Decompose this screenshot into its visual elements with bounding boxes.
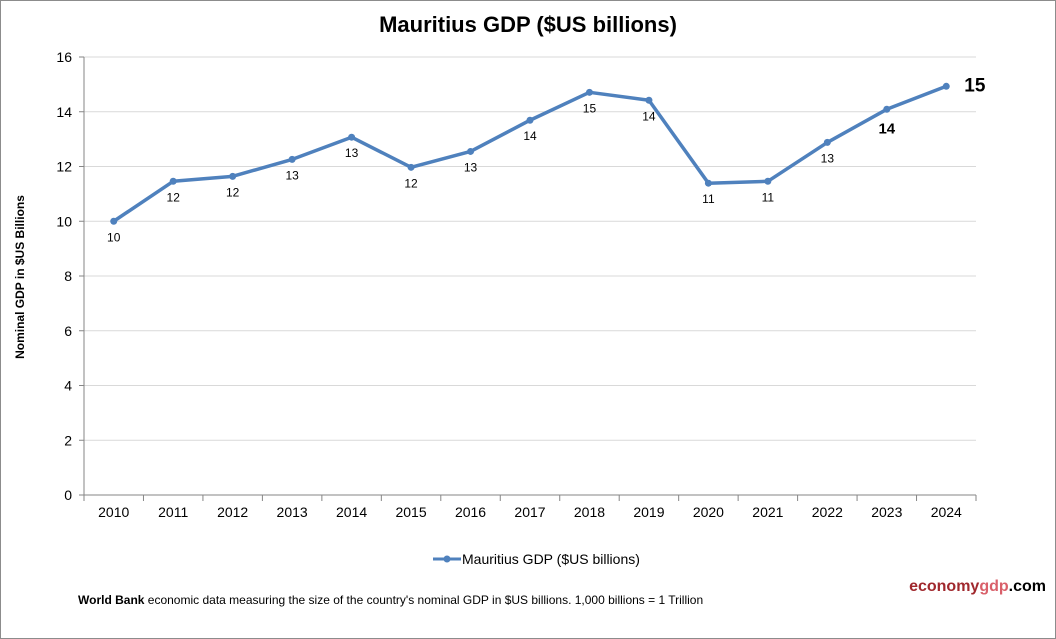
data-point [764,177,772,185]
data-point [348,133,356,141]
x-tick-label: 2024 [931,504,962,520]
x-tick-label: 2017 [514,504,545,520]
data-point [645,96,653,104]
x-tick-label: 2013 [277,504,308,520]
brand-part-1: economy [909,578,980,595]
x-tick-label: 2012 [217,504,248,520]
x-tick-label: 2015 [395,504,426,520]
data-label: 15 [964,75,986,96]
data-label: 11 [762,190,775,204]
data-point [169,177,177,185]
data-label: 14 [523,129,537,143]
y-tick-label: 10 [56,213,72,229]
data-label: 12 [167,190,181,204]
x-tick-label: 2023 [871,504,902,520]
y-tick-label: 0 [64,487,72,503]
data-label: 13 [345,146,359,160]
y-tick-label: 2 [64,432,72,448]
data-label: 15 [583,101,597,115]
data-point [883,105,891,113]
data-point [942,82,950,90]
data-label: 13 [285,168,299,182]
x-tick-label: 2011 [158,504,188,520]
legend-marker-icon [433,555,461,563]
x-tick-label: 2018 [574,504,605,520]
data-point [467,147,475,155]
y-tick-label: 14 [56,104,72,120]
data-point [288,155,296,163]
brand-part-3: .com [1008,578,1046,595]
data-point [585,88,593,96]
y-tick-label: 12 [56,159,72,175]
footer-note: World Bank economic data measuring the s… [78,593,703,607]
x-tick-label: 2021 [752,504,783,520]
x-tick-label: 2016 [455,504,486,520]
data-label: 11 [702,192,715,206]
footer-source: World Bank [78,593,145,607]
data-label: 13 [821,151,835,165]
x-tick-label: 2010 [98,504,129,520]
data-label: 12 [226,185,240,199]
y-tick-label: 8 [64,268,72,284]
y-tick-label: 4 [64,378,72,394]
x-tick-label: 2022 [812,504,843,520]
data-label: 12 [404,176,418,190]
legend: Mauritius GDP ($US billions) [432,551,640,567]
y-tick-label: 6 [64,323,72,339]
data-point [229,172,237,180]
data-point [526,116,534,124]
data-label: 14 [642,109,656,123]
chart-title: Mauritius GDP ($US billions) [379,12,677,37]
data-point [407,163,415,171]
data-point [110,217,118,225]
brand-part-2: gdp [979,578,1009,595]
y-tick-label: 16 [56,49,72,65]
x-tick-label: 2020 [693,504,724,520]
legend-label: Mauritius GDP ($US billions) [462,551,640,567]
x-tick-label: 2019 [633,504,664,520]
x-tick-label: 2014 [336,504,367,520]
data-point [704,179,712,187]
data-label: 13 [464,160,478,174]
data-label: 14 [878,120,895,137]
data-point [823,138,831,146]
brand-logo: economygdp.com [909,578,1046,596]
data-label: 10 [107,230,121,244]
footer-text: economic data measuring the size of the … [144,593,704,607]
